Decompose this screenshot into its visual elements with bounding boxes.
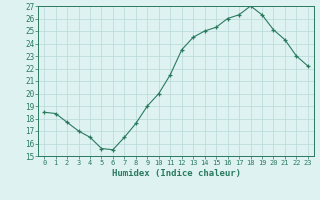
X-axis label: Humidex (Indice chaleur): Humidex (Indice chaleur) <box>111 169 241 178</box>
